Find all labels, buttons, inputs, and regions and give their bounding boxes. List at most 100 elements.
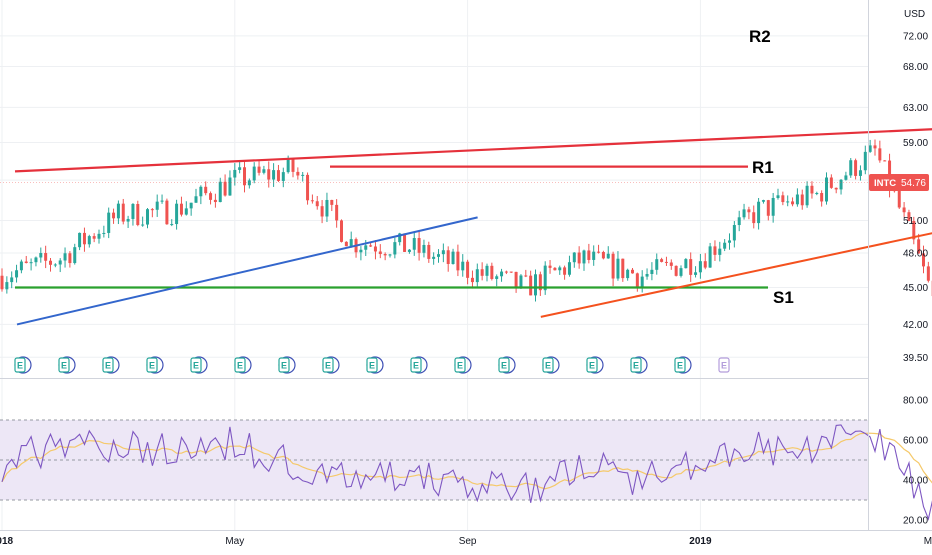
candle-body — [330, 200, 333, 205]
candle-body — [505, 272, 508, 273]
candle-body — [524, 275, 527, 276]
candle-body — [874, 145, 877, 148]
earnings-label: E — [149, 361, 155, 371]
candle-body — [64, 253, 67, 260]
candle-body — [466, 262, 469, 278]
candle-body — [675, 266, 678, 276]
price-tag[interactable]: INTC 54.76 — [869, 174, 929, 191]
candle-body — [781, 195, 784, 202]
candle-body — [840, 180, 843, 190]
candle-body — [607, 254, 610, 259]
candle-body — [510, 272, 513, 273]
candle-body — [68, 253, 71, 263]
earnings-label: E — [721, 361, 727, 371]
candle-body — [583, 250, 586, 263]
price-tick-label: 42.00 — [903, 320, 928, 331]
earnings-label: E — [237, 361, 243, 371]
level-label-s1: S1 — [773, 288, 794, 307]
candle-body — [393, 242, 396, 254]
candle-body — [864, 152, 867, 170]
candle-body — [301, 175, 304, 176]
price-tick-label: 68.00 — [903, 62, 928, 73]
candle-body — [131, 204, 134, 219]
candle-body — [54, 264, 57, 265]
candle-body — [422, 245, 425, 253]
candle-body — [519, 275, 522, 287]
candle-body — [1, 276, 4, 290]
candle-body — [903, 207, 906, 212]
candle-body — [39, 253, 42, 257]
candle-body — [655, 259, 658, 270]
candle-body — [151, 209, 154, 210]
candle-body — [195, 196, 198, 202]
ticker-symbol: INTC — [874, 178, 896, 189]
rsi-tick-label: 40.00 — [903, 476, 928, 487]
candle-body — [820, 193, 823, 201]
price-tick-label: 39.50 — [903, 353, 928, 364]
candle-body — [413, 238, 416, 250]
candle-body — [650, 270, 653, 274]
candle-body — [733, 225, 736, 240]
candle-body — [146, 209, 149, 224]
candle-body — [88, 236, 91, 244]
candle-body — [835, 188, 838, 190]
candle-body — [626, 270, 629, 278]
candle-body — [592, 252, 595, 260]
candle-body — [801, 195, 804, 206]
candle-body — [796, 195, 799, 205]
candle-body — [117, 204, 120, 219]
channel-trendline — [17, 217, 478, 324]
time-tick-label: Sep — [459, 536, 477, 547]
candle-body — [272, 170, 275, 179]
candle-body — [350, 239, 353, 246]
candle-body — [316, 201, 319, 206]
candle-body — [646, 274, 649, 277]
candle-body — [490, 266, 493, 279]
candle-body — [762, 200, 765, 202]
candle-body — [670, 262, 673, 265]
currency-label: USD — [904, 9, 925, 20]
candle-body — [772, 198, 775, 216]
candle-body — [321, 206, 324, 216]
candle-body — [612, 254, 615, 279]
candle-body — [364, 245, 367, 249]
candle-body — [359, 250, 362, 253]
candle-body — [389, 254, 392, 255]
candle-body — [190, 203, 193, 209]
candle-body — [185, 208, 188, 214]
candle-body — [325, 200, 328, 217]
candle-body — [684, 259, 687, 268]
candle-body — [403, 233, 406, 252]
price-tick-label: 59.00 — [903, 138, 928, 149]
candle-body — [810, 186, 813, 194]
candle-body — [791, 201, 794, 204]
candle-body — [573, 253, 576, 263]
candle-body — [127, 219, 130, 222]
candle-body — [180, 204, 183, 215]
candle-body — [112, 213, 115, 219]
candle-body — [461, 262, 464, 271]
price-tick-label: 45.00 — [903, 283, 928, 294]
earnings-label: E — [457, 361, 463, 371]
candle-body — [723, 243, 726, 249]
candle-body — [267, 169, 270, 179]
candle-body — [689, 259, 692, 275]
candle-body — [636, 273, 639, 286]
candle-body — [534, 274, 537, 295]
candle-body — [728, 240, 731, 242]
candle-body — [233, 170, 236, 178]
candle-body — [379, 251, 382, 254]
time-tick-label: 2019 — [689, 536, 712, 547]
candle-body — [699, 261, 702, 272]
candle-body — [258, 167, 261, 173]
candle-body — [59, 260, 62, 264]
candle-body — [98, 234, 101, 239]
candle-body — [587, 250, 590, 259]
candle-body — [486, 266, 489, 276]
candle-body — [93, 236, 96, 239]
candle-body — [156, 202, 159, 210]
candle-body — [752, 212, 755, 223]
candle-body — [253, 167, 256, 181]
candle-body — [665, 262, 668, 263]
